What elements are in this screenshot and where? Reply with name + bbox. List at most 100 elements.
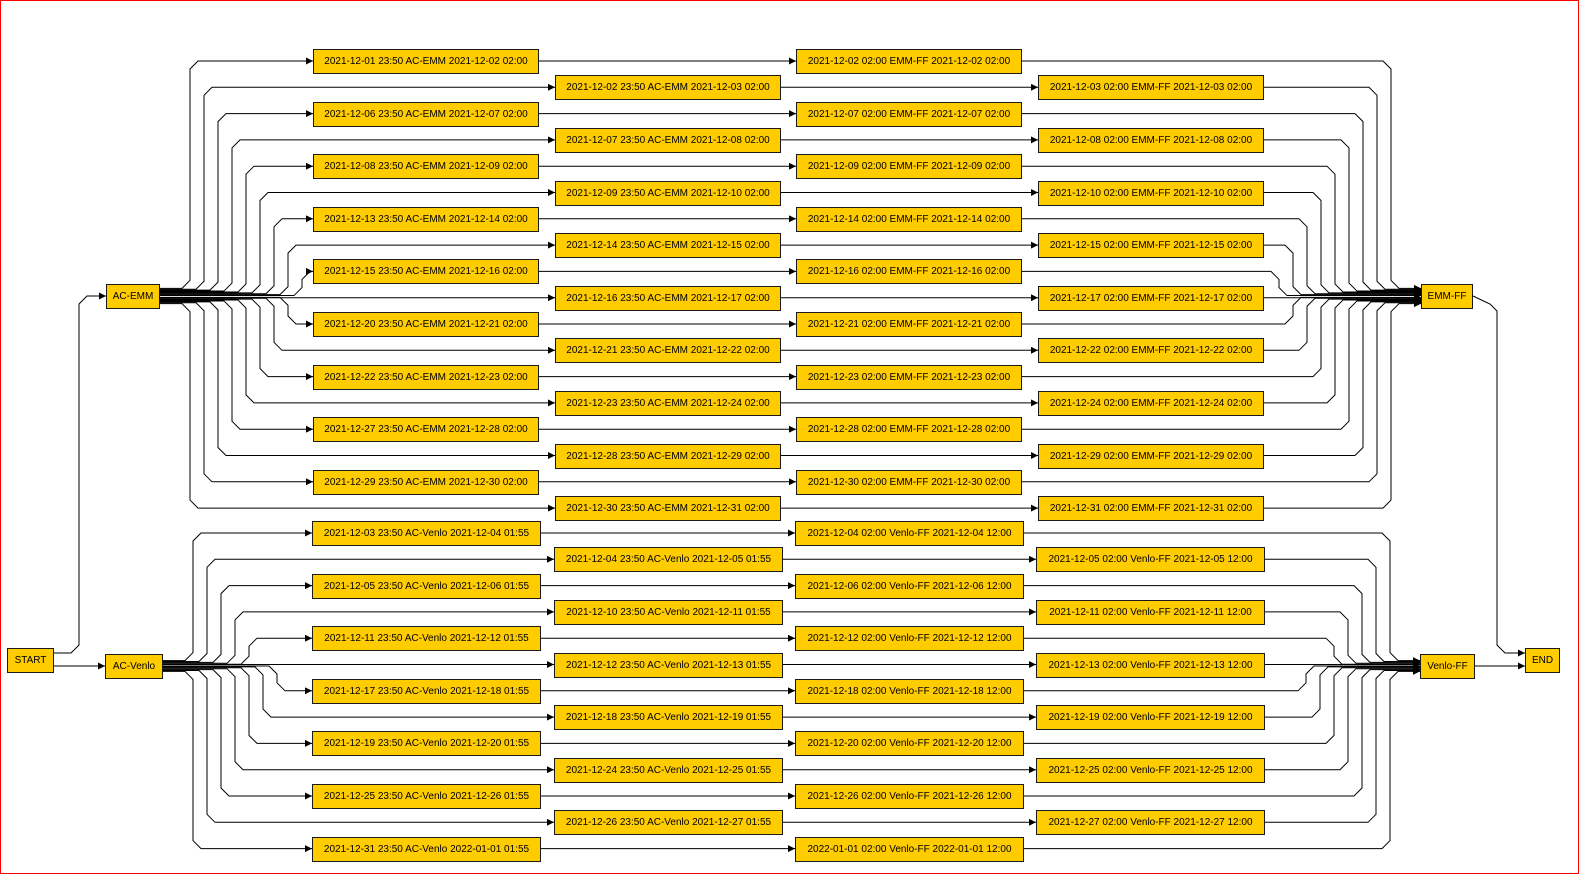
- venlo-flow-edge-sink: [1265, 665, 1420, 771]
- venlo-flow-leg1-node[interactable]: 2021-12-25 23:50 AC-Venlo 2021-12-26 01:…: [312, 784, 541, 809]
- emm-flow-leg1-node[interactable]: 2021-12-09 23:50 AC-EMM 2021-12-10 02:00: [555, 181, 781, 206]
- emm-flow-leg1-node[interactable]: 2021-12-23 23:50 AC-EMM 2021-12-24 02:00: [555, 391, 781, 416]
- emm-flow-edge-sink: [1264, 139, 1421, 295]
- emm-flow-leg2-node[interactable]: 2021-12-10 02:00 EMM-FF 2021-12-10 02:00: [1038, 181, 1264, 206]
- venlo-flow-leg1-node[interactable]: 2021-12-04 23:50 AC-Venlo 2021-12-05 01:…: [554, 547, 783, 572]
- emm-flow-edge-sink: [1022, 60, 1421, 292]
- emm-flow-leg2-node[interactable]: 2021-12-14 02:00 EMM-FF 2021-12-14 02:00: [796, 207, 1022, 232]
- emm-flow-leg1-node[interactable]: 2021-12-07 23:50 AC-EMM 2021-12-08 02:00: [555, 128, 781, 153]
- emm-flow-edge-sink: [1022, 295, 1421, 378]
- emm-flow-edge-source: [160, 298, 313, 381]
- emm-flow-leg2-node[interactable]: 2021-12-22 02:00 EMM-FF 2021-12-22 02:00: [1038, 338, 1264, 363]
- venlo-flow-leg2-node[interactable]: 2021-12-25 02:00 Venlo-FF 2021-12-25 12:…: [1036, 758, 1265, 783]
- emm-flow-edge-source: [160, 303, 555, 512]
- venlo-flow-leg1-node[interactable]: 2021-12-26 23:50 AC-Venlo 2021-12-27 01:…: [554, 810, 783, 835]
- emm-flow-leg2-node[interactable]: 2021-12-02 02:00 EMM-FF 2021-12-02 02:00: [796, 49, 1022, 74]
- end-node[interactable]: END: [1525, 648, 1560, 673]
- venlo-flow-leg1-node[interactable]: 2021-12-19 23:50 AC-Venlo 2021-12-20 01:…: [312, 731, 541, 756]
- emm-flow-leg1-node[interactable]: 2021-12-21 23:50 AC-EMM 2021-12-22 02:00: [555, 338, 781, 363]
- venlo-flow-edge-source: [163, 555, 554, 662]
- emm-flow-leg1-node[interactable]: 2021-12-30 23:50 AC-EMM 2021-12-31 02:00: [555, 496, 781, 521]
- venlo-flow-leg1-node[interactable]: 2021-12-18 23:50 AC-Venlo 2021-12-19 01:…: [554, 705, 783, 730]
- emm-flow-leg1-node[interactable]: 2021-12-20 23:50 AC-EMM 2021-12-21 02:00: [313, 312, 539, 337]
- emm-flow-leg1-node[interactable]: 2021-12-27 23:50 AC-EMM 2021-12-28 02:00: [313, 417, 539, 442]
- emm-flow-edge-sink: [1022, 299, 1421, 483]
- emm-ff-to-end-edge: [1472, 295, 1525, 657]
- emm-flow-leg2-node[interactable]: 2021-12-28 02:00 EMM-FF 2021-12-28 02:00: [796, 417, 1022, 442]
- venlo-flow-leg1-node[interactable]: 2021-12-17 23:50 AC-Venlo 2021-12-18 01:…: [312, 679, 541, 704]
- venlo-flow-leg2-node[interactable]: 2021-12-13 02:00 Venlo-FF 2021-12-13 12:…: [1036, 653, 1265, 678]
- venlo-flow-edge-source: [163, 665, 312, 695]
- venlo-flow-leg1-node[interactable]: 2021-12-11 23:50 AC-Venlo 2021-12-12 01:…: [312, 626, 541, 651]
- emm-flow-leg1-node[interactable]: 2021-12-13 23:50 AC-EMM 2021-12-14 02:00: [313, 207, 539, 232]
- venlo-flow-leg1-node[interactable]: 2021-12-12 23:50 AC-Venlo 2021-12-13 01:…: [554, 653, 783, 678]
- emm-flow-leg2-node[interactable]: 2021-12-24 02:00 EMM-FF 2021-12-24 02:00: [1038, 391, 1264, 416]
- venlo-flow-leg2-node[interactable]: 2021-12-05 02:00 Venlo-FF 2021-12-05 12:…: [1036, 547, 1265, 572]
- emm-flow-edge-source: [160, 189, 555, 294]
- venlo-flow-leg2-node[interactable]: 2021-12-18 02:00 Venlo-FF 2021-12-18 12:…: [795, 679, 1024, 704]
- emm-flow-leg2-node[interactable]: 2021-12-09 02:00 EMM-FF 2021-12-09 02:00: [796, 154, 1022, 179]
- venlo-flow-edge-sink: [1265, 611, 1420, 667]
- emm-ff-node[interactable]: EMM-FF: [1421, 284, 1473, 309]
- venlo-flow-leg1-node[interactable]: 2021-12-05 23:50 AC-Venlo 2021-12-06 01:…: [312, 574, 541, 599]
- emm-flow-leg1-node[interactable]: 2021-12-01 23:50 AC-EMM 2021-12-02 02:00: [313, 49, 539, 74]
- venlo-flow-leg2-node[interactable]: 2021-12-06 02:00 Venlo-FF 2021-12-06 12:…: [795, 574, 1024, 599]
- venlo-flow-leg1-node[interactable]: 2021-12-24 23:50 AC-Venlo 2021-12-25 01:…: [554, 758, 783, 783]
- emm-flow-leg1-node[interactable]: 2021-12-02 23:50 AC-EMM 2021-12-03 02:00: [555, 75, 781, 100]
- venlo-flow-edge-sink: [1265, 667, 1420, 823]
- venlo-flow-edge-source: [163, 669, 312, 800]
- emm-flow-leg2-node[interactable]: 2021-12-21 02:00 EMM-FF 2021-12-21 02:00: [796, 312, 1022, 337]
- start-node[interactable]: START: [7, 648, 54, 673]
- venlo-flow-leg2-node[interactable]: 2021-12-12 02:00 Venlo-FF 2021-12-12 12:…: [795, 626, 1024, 651]
- emm-flow-leg1-node[interactable]: 2021-12-28 23:50 AC-EMM 2021-12-29 02:00: [555, 444, 781, 469]
- emm-flow-leg2-node[interactable]: 2021-12-23 02:00 EMM-FF 2021-12-23 02:00: [796, 365, 1022, 390]
- venlo-flow-leg2-node[interactable]: 2021-12-04 02:00 Venlo-FF 2021-12-04 12:…: [795, 521, 1024, 546]
- emm-flow-leg1-node[interactable]: 2021-12-14 23:50 AC-EMM 2021-12-15 02:00: [555, 233, 781, 258]
- emm-flow-edge-source: [160, 162, 313, 293]
- emm-flow-edge-sink: [1264, 300, 1421, 509]
- venlo-flow-edge-source: [163, 529, 312, 662]
- venlo-flow-leg2-node[interactable]: 2021-12-19 02:00 Venlo-FF 2021-12-19 12:…: [1036, 705, 1265, 730]
- venlo-flow-edge-sink: [1265, 663, 1420, 718]
- venlo-flow-edge-sink: [1024, 532, 1420, 665]
- emm-flow-leg1-node[interactable]: 2021-12-15 23:50 AC-EMM 2021-12-16 02:00: [313, 259, 539, 284]
- emm-flow-leg1-node[interactable]: 2021-12-16 23:50 AC-EMM 2021-12-17 02:00: [555, 286, 781, 311]
- emm-flow-leg2-node[interactable]: 2021-12-08 02:00 EMM-FF 2021-12-08 02:00: [1038, 128, 1264, 153]
- venlo-flow-leg1-node[interactable]: 2021-12-31 23:50 AC-Venlo 2022-01-01 01:…: [312, 837, 541, 862]
- ac-venlo-node[interactable]: AC-Venlo: [105, 654, 163, 679]
- emm-flow-leg1-node[interactable]: 2021-12-29 23:50 AC-EMM 2021-12-30 02:00: [313, 470, 539, 495]
- emm-flow-edge-source: [160, 299, 555, 407]
- venlo-flow-leg2-node[interactable]: 2021-12-11 02:00 Venlo-FF 2021-12-11 12:…: [1036, 600, 1265, 625]
- emm-flow-edge-source: [160, 110, 313, 291]
- venlo-flow-leg2-node[interactable]: 2022-01-01 02:00 Venlo-FF 2022-01-01 12:…: [795, 837, 1024, 862]
- emm-flow-edge-sink: [1022, 218, 1421, 298]
- venlo-flow-leg1-node[interactable]: 2021-12-10 23:50 AC-Venlo 2021-12-11 01:…: [554, 600, 783, 625]
- ac-emm-node[interactable]: AC-EMM: [106, 284, 160, 309]
- emm-flow-edge-sink: [1022, 165, 1421, 296]
- emm-flow-leg1-node[interactable]: 2021-12-06 23:50 AC-EMM 2021-12-07 02:00: [313, 102, 539, 127]
- emm-flow-leg2-node[interactable]: 2021-12-15 02:00 EMM-FF 2021-12-15 02:00: [1038, 233, 1264, 258]
- emm-flow-leg2-node[interactable]: 2021-12-03 02:00 EMM-FF 2021-12-03 02:00: [1038, 75, 1264, 100]
- venlo-flow-leg1-node[interactable]: 2021-12-03 23:50 AC-Venlo 2021-12-04 01:…: [312, 521, 541, 546]
- emm-flow-leg1-node[interactable]: 2021-12-22 23:50 AC-EMM 2021-12-23 02:00: [313, 365, 539, 390]
- emm-flow-leg2-node[interactable]: 2021-12-17 02:00 EMM-FF 2021-12-17 02:00: [1038, 286, 1264, 311]
- emm-flow-leg2-node[interactable]: 2021-12-29 02:00 EMM-FF 2021-12-29 02:00: [1038, 444, 1264, 469]
- venlo-flow-edge-source: [163, 668, 554, 774]
- emm-flow-leg2-node[interactable]: 2021-12-16 02:00 EMM-FF 2021-12-16 02:00: [796, 259, 1022, 284]
- emm-flow-leg2-node[interactable]: 2021-12-30 02:00 EMM-FF 2021-12-30 02:00: [796, 470, 1022, 495]
- venlo-flow-edge-sink: [1024, 662, 1420, 692]
- venlo-flow-leg2-node[interactable]: 2021-12-27 02:00 Venlo-FF 2021-12-27 12:…: [1036, 810, 1265, 835]
- emm-flow-edge-sink: [1264, 192, 1421, 297]
- emm-flow-leg2-node[interactable]: 2021-12-31 02:00 EMM-FF 2021-12-31 02:00: [1038, 496, 1264, 521]
- emm-flow-edge-source: [160, 302, 313, 486]
- venlo-flow-leg2-node[interactable]: 2021-12-20 02:00 Venlo-FF 2021-12-20 12:…: [795, 731, 1024, 756]
- emm-flow-leg1-node[interactable]: 2021-12-08 23:50 AC-EMM 2021-12-09 02:00: [313, 154, 539, 179]
- venlo-ff-node[interactable]: Venlo-FF: [1420, 654, 1475, 679]
- emm-flow-edge-source: [160, 215, 313, 295]
- emm-flow-leg2-node[interactable]: 2021-12-07 02:00 EMM-FF 2021-12-07 02:00: [796, 102, 1022, 127]
- emm-flow-edge-source: [160, 136, 555, 292]
- venlo-flow-leg2-node[interactable]: 2021-12-26 02:00 Venlo-FF 2021-12-26 12:…: [795, 784, 1024, 809]
- venlo-flow-edge-source: [163, 670, 554, 826]
